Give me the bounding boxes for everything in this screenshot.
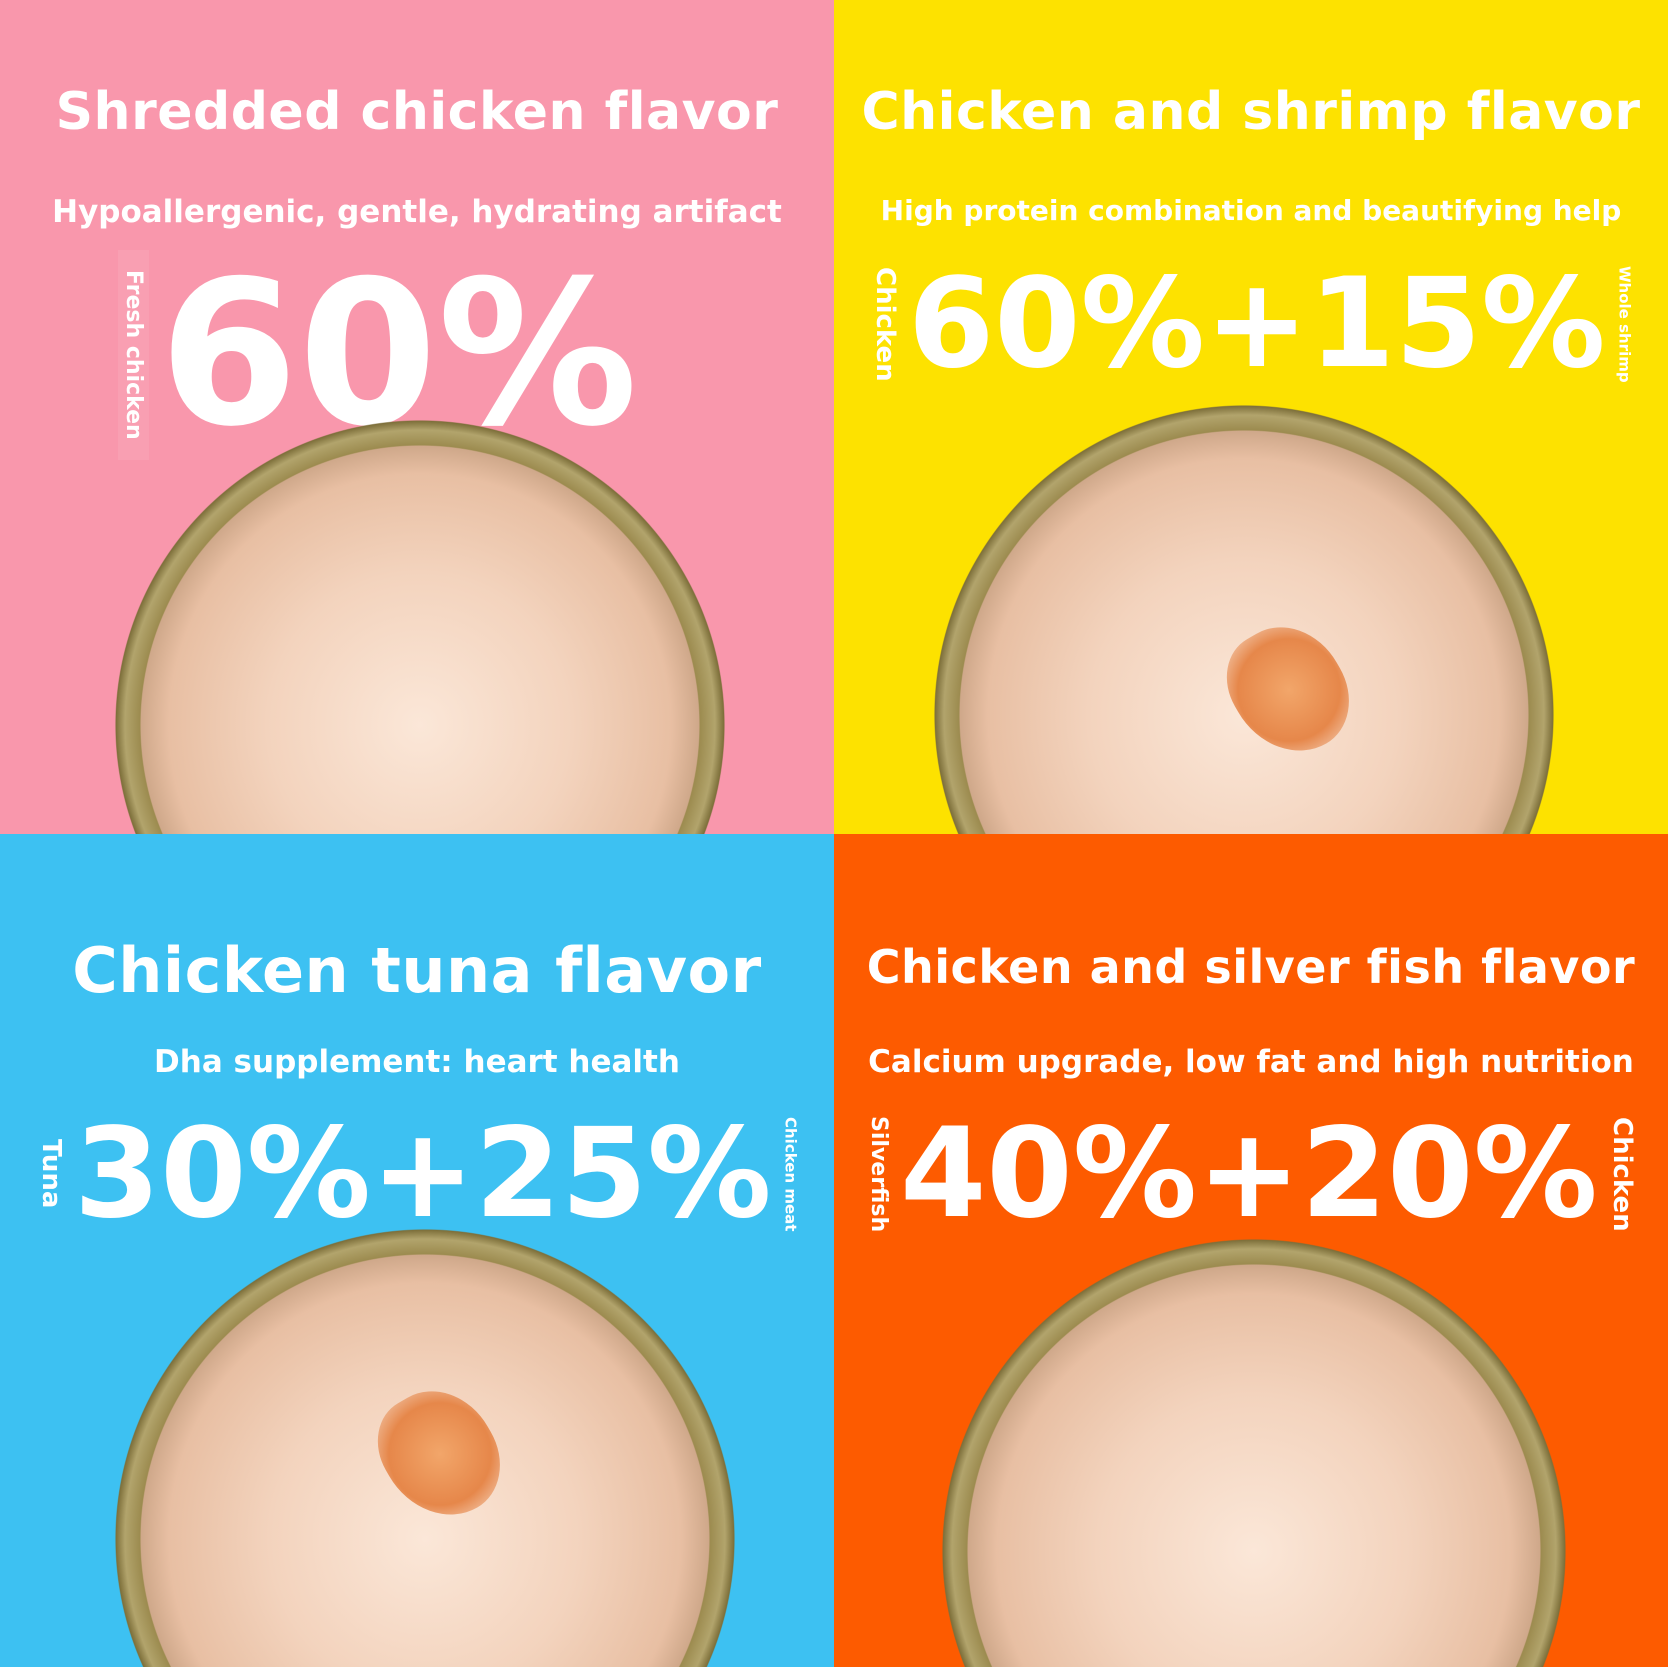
shrimp-piece xyxy=(1208,606,1370,774)
flavor-title: Shredded chicken flavor xyxy=(55,82,779,142)
ingredient-label: Chicken meat xyxy=(781,1116,800,1232)
ingredient-percent: Chicken 60%+15% Whole shrimp xyxy=(834,262,1668,386)
can-image xyxy=(942,1239,1567,1667)
ingredient-label: Chicken xyxy=(870,266,901,382)
flavor-subtitle: Calcium upgrade, low fat and high nutrit… xyxy=(868,1044,1634,1080)
ingredient-label: Silverfish xyxy=(866,1115,892,1233)
panel-chicken-silverfish: Chicken and silver fish flavor Calcium u… xyxy=(834,834,1668,1667)
ingredient-label: Whole shrimp xyxy=(1615,265,1634,383)
flavor-subtitle: Hypoallergenic, gentle, hydrating artifa… xyxy=(52,194,782,230)
flavor-subtitle: Dha supplement: heart health xyxy=(154,1044,680,1080)
panel-chicken-tuna: Chicken tuna flavor Dha supplement: hear… xyxy=(0,834,834,1667)
percent-value: 40%+20% xyxy=(900,1102,1598,1246)
panel-chicken-shrimp: Chicken and shrimp flavor High protein c… xyxy=(834,0,1668,834)
ingredient-percent: Tuna 30%+25% Chicken meat xyxy=(0,1112,834,1236)
flavor-title: Chicken and silver fish flavor xyxy=(866,940,1636,994)
panel-shredded-chicken: Shredded chicken flavor Hypoallergenic, … xyxy=(0,0,834,834)
can-image xyxy=(115,1229,735,1667)
flavor-title: Chicken and shrimp flavor xyxy=(861,82,1641,142)
ingredient-percent: Silverfish 40%+20% Chicken xyxy=(834,1112,1668,1236)
can-image xyxy=(934,405,1554,834)
flavor-title: Chicken tuna flavor xyxy=(72,934,762,1007)
percent-value: 60%+15% xyxy=(908,252,1606,396)
shrimp-piece xyxy=(359,1370,521,1538)
ingredient-label: Chicken xyxy=(1606,1116,1637,1232)
ingredient-label: Tuna xyxy=(36,1139,67,1209)
can-image xyxy=(115,420,725,834)
flavor-subtitle: High protein combination and beautifying… xyxy=(880,194,1622,227)
percent-value: 30%+25% xyxy=(74,1102,772,1246)
